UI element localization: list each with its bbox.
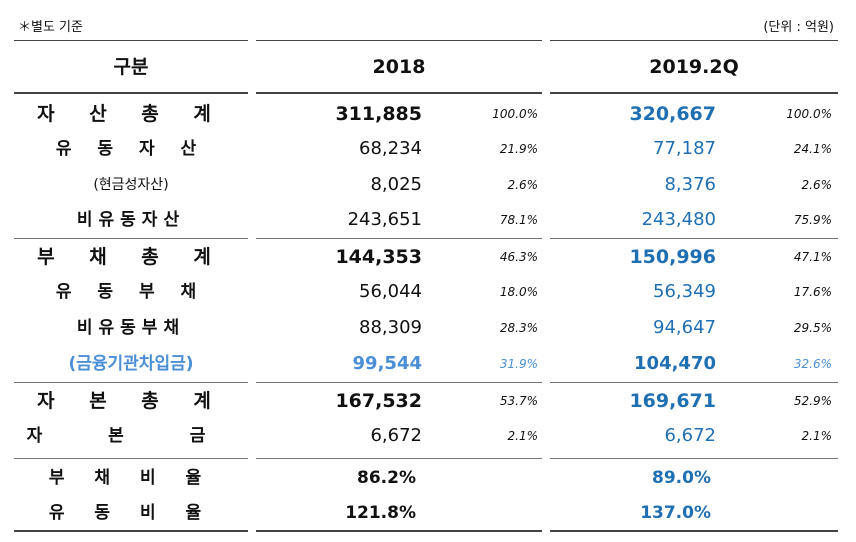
row-label: (금융기관차입금) — [68, 354, 194, 374]
row-label: 유 동 자 산 — [55, 139, 207, 159]
row-label: 부 채 총 계 — [37, 246, 225, 268]
section-rule — [256, 458, 542, 459]
value-2019: 89.0% — [652, 468, 711, 488]
section-rule — [256, 382, 542, 383]
section-rule — [14, 382, 248, 383]
table-row-current-assets: 유 동 자 산 68,234 21.9% 77,187 24.1% — [0, 131, 856, 167]
header-bottom-rule — [14, 92, 248, 94]
table-row-noncurrent-liabilities: 비유동부채 88,309 28.3% 94,647 29.5% — [0, 310, 856, 346]
percent-2018: 28.3% — [499, 321, 538, 335]
table-row-cash-equivalents: (현금성자산) 8,025 2.6% 8,376 2.6% — [0, 167, 856, 203]
value-2019: 243,480 — [641, 209, 716, 230]
percent-2018: 100.0% — [492, 107, 538, 121]
table-row-total-liabilities: 부 채 총 계 144,353 46.3% 150,996 47.1% — [0, 239, 856, 275]
basis-note: ＊별도 기준 — [18, 20, 83, 35]
percent-2018: 78.1% — [499, 213, 538, 227]
row-label: 자 본 금 — [26, 426, 236, 446]
row-label: 자 본 총 계 — [37, 390, 225, 412]
value-2018: 86.2% — [357, 468, 416, 488]
row-label: 유 동 부 채 — [55, 282, 207, 302]
header-year-2018: 2018 — [372, 56, 426, 78]
header-top-rule — [550, 40, 838, 41]
value-2019: 8,376 — [664, 174, 716, 195]
section-rule — [550, 458, 838, 459]
table-row-bank-borrowings: (금융기관차입금) 99,544 31.9% 104,470 32.6% — [0, 346, 856, 382]
percent-2018: 46.3% — [499, 250, 538, 264]
table-row-total-assets: 자 산 총 계 311,885 100.0% 320,667 100.0% — [0, 96, 856, 132]
value-2019: 94,647 — [653, 317, 716, 338]
percent-2018: 53.7% — [499, 394, 538, 408]
percent-2018: 2.1% — [507, 429, 539, 443]
percent-2018: 31.9% — [499, 357, 538, 371]
section-rule — [256, 238, 542, 239]
table-row-current-ratio: 유 동 비 율 121.8% 137.0% — [0, 495, 856, 531]
percent-2019: 100.0% — [786, 107, 832, 121]
header-top-rule — [14, 40, 248, 41]
table-bottom-rule — [14, 530, 248, 532]
row-label: 자 산 총 계 — [37, 103, 225, 125]
value-2018: 8,025 — [370, 174, 422, 195]
section-rule — [14, 458, 248, 459]
row-label: 비유동부채 — [76, 318, 186, 338]
table-bottom-rule — [550, 530, 838, 532]
value-2019: 56,349 — [653, 281, 716, 302]
value-2018: 311,885 — [335, 103, 422, 125]
table-row-capital-stock: 자 본 금 6,672 2.1% 6,672 2.1% — [0, 418, 856, 454]
section-rule — [14, 238, 248, 239]
table-row-noncurrent-assets: 비유동자산 243,651 78.1% 243,480 75.9% — [0, 202, 856, 238]
value-2018: 243,651 — [347, 209, 422, 230]
value-2019: 137.0% — [640, 503, 711, 523]
header-top-rule — [256, 40, 542, 41]
value-2018: 68,234 — [359, 138, 422, 159]
value-2019: 6,672 — [664, 425, 716, 446]
table-bottom-rule — [256, 530, 542, 532]
value-2018: 121.8% — [345, 503, 416, 523]
section-rule — [550, 382, 838, 383]
table-row-total-equity: 자 본 총 계 167,532 53.7% 169,671 52.9% — [0, 383, 856, 419]
value-2018: 6,672 — [370, 425, 422, 446]
value-2018: 99,544 — [352, 353, 422, 374]
percent-2019: 29.5% — [793, 321, 832, 335]
header-category: 구분 — [113, 56, 149, 78]
row-label: 유 동 비 율 — [48, 503, 214, 523]
percent-2018: 18.0% — [499, 285, 538, 299]
unit-note: (단위 : 억원) — [763, 20, 834, 35]
value-2019: 77,187 — [653, 138, 716, 159]
header-bottom-rule — [550, 92, 838, 94]
percent-2019: 2.1% — [801, 429, 833, 443]
percent-2018: 21.9% — [499, 142, 538, 156]
value-2018: 144,353 — [335, 246, 422, 268]
value-2019: 169,671 — [629, 390, 716, 412]
percent-2018: 2.6% — [507, 178, 539, 192]
row-label: 부 채 비 율 — [48, 468, 214, 488]
percent-2019: 47.1% — [793, 250, 832, 264]
value-2018: 56,044 — [359, 281, 422, 302]
table-row-current-liabilities: 유 동 부 채 56,044 18.0% 56,349 17.6% — [0, 274, 856, 310]
percent-2019: 17.6% — [793, 285, 832, 299]
percent-2019: 32.6% — [793, 357, 832, 371]
table-row-debt-ratio: 부 채 비 율 86.2% 89.0% — [0, 460, 856, 496]
percent-2019: 2.6% — [801, 178, 833, 192]
section-rule — [550, 238, 838, 239]
value-2018: 167,532 — [335, 390, 422, 412]
header-year-2019-2q: 2019.2Q — [649, 56, 739, 78]
value-2019: 150,996 — [629, 246, 716, 268]
percent-2019: 52.9% — [793, 394, 832, 408]
header-bottom-rule — [256, 92, 542, 94]
row-label: 비유동자산 — [76, 210, 186, 230]
value-2019: 104,470 — [634, 353, 716, 374]
percent-2019: 24.1% — [793, 142, 832, 156]
row-label: (현금성자산) — [93, 177, 169, 193]
value-2019: 320,667 — [629, 103, 716, 125]
percent-2019: 75.9% — [793, 213, 832, 227]
value-2018: 88,309 — [359, 317, 422, 338]
